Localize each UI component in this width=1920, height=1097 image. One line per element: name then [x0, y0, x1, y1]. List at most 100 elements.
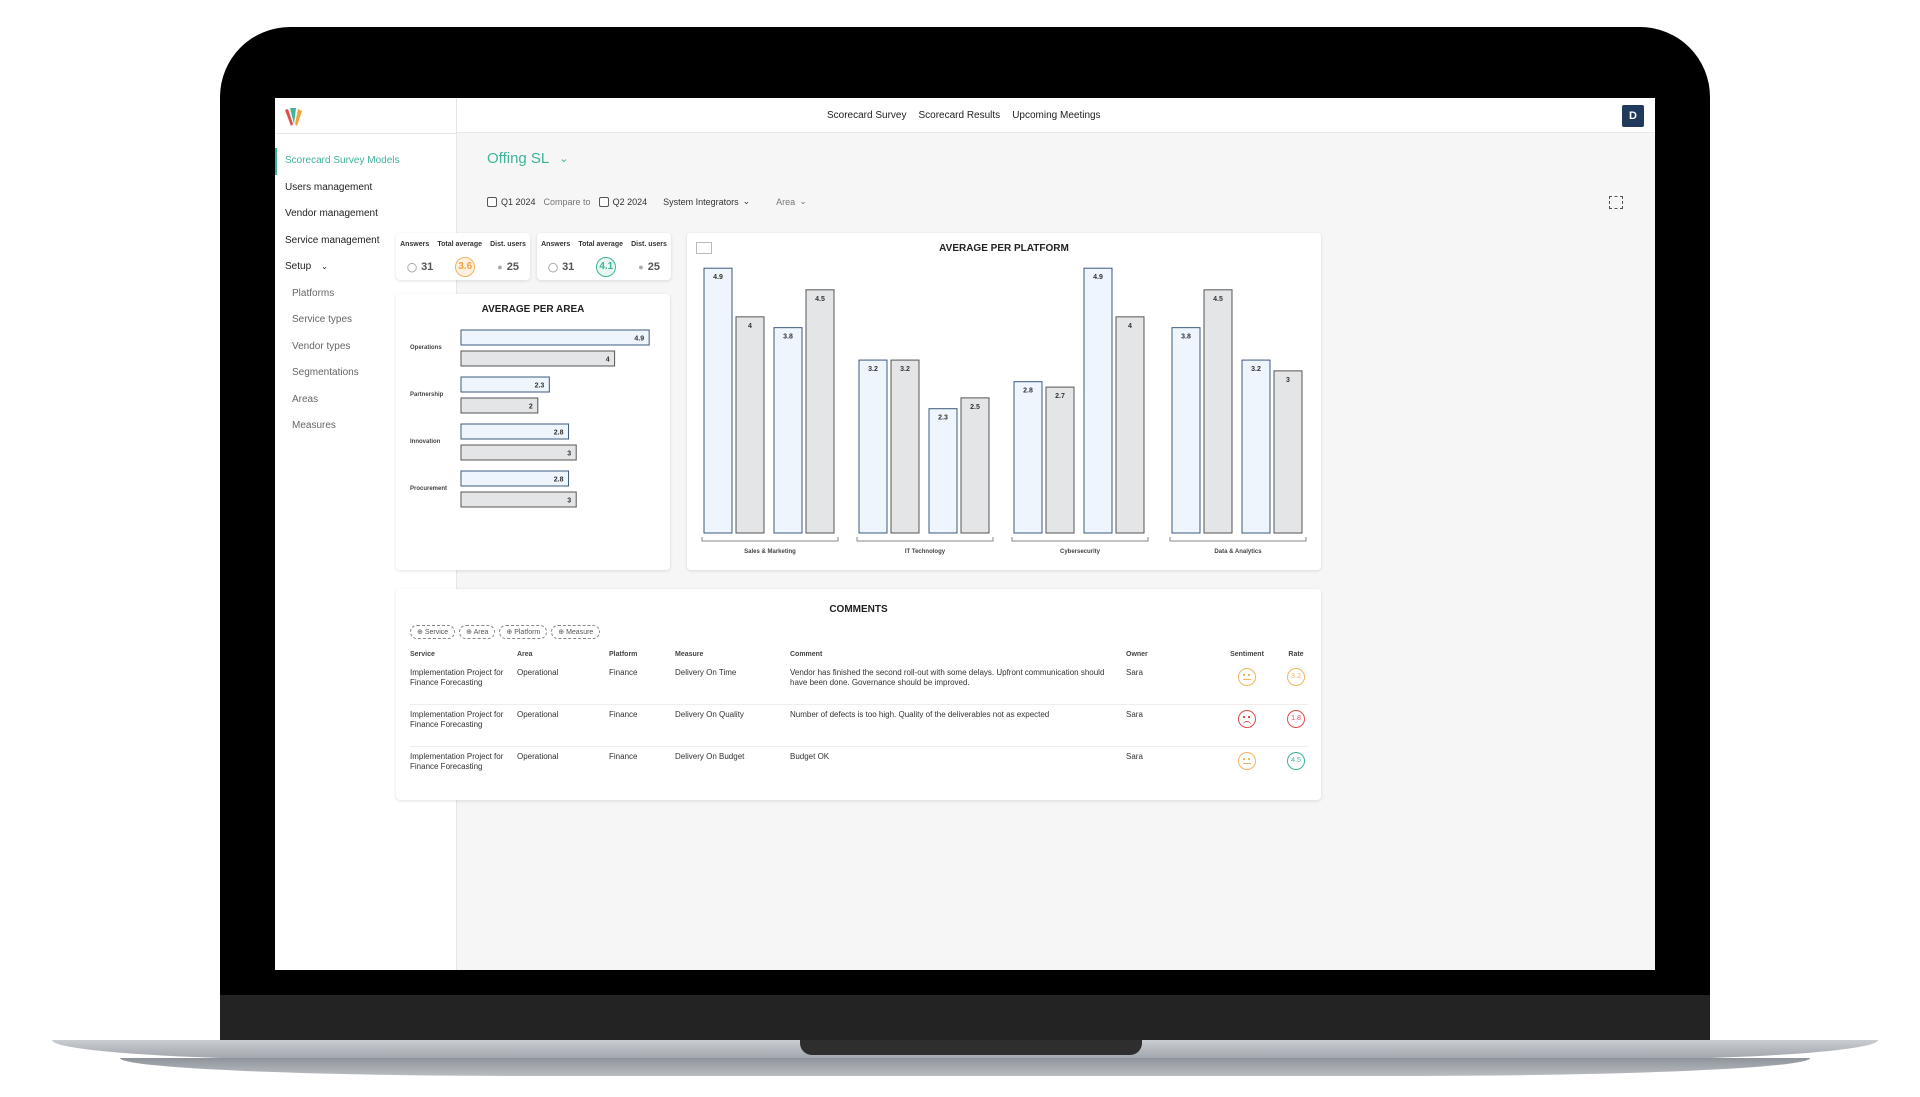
top-link-upcoming-meetings[interactable]: Upcoming Meetings — [1012, 110, 1101, 121]
rate-cell: 4.5 — [1284, 752, 1308, 789]
sidebar-item-service-management[interactable]: Service management — [285, 234, 380, 246]
top-link-scorecard-results[interactable]: Scorecard Results — [918, 110, 1001, 121]
bar[interactable] — [460, 423, 570, 440]
bar[interactable] — [460, 397, 539, 414]
sidebar-item-areas[interactable]: Areas — [292, 393, 319, 405]
bar[interactable] — [805, 289, 835, 534]
segment-select[interactable]: System Integrators ⌄ — [663, 196, 750, 207]
bar[interactable] — [1171, 327, 1201, 534]
bar[interactable] — [460, 491, 577, 508]
vendor-selector[interactable]: Offing SL ⌄ — [487, 150, 568, 167]
platform-cell: Finance — [609, 668, 638, 677]
sidebar-item-segmentations[interactable]: Segmentations — [292, 367, 359, 379]
sentiment-cell — [1210, 710, 1284, 746]
snapshot-icon[interactable] — [1609, 196, 1623, 209]
answers-value: 31 — [421, 261, 434, 273]
data-label: 4 — [748, 323, 752, 330]
comment-filter-tags: ⊕ Service ⊕ Area ⊕ Platform ⊕ Measure — [410, 625, 601, 639]
bar[interactable] — [1013, 381, 1043, 534]
chevron-down-icon: ⌄ — [742, 196, 751, 206]
bar[interactable] — [735, 316, 765, 534]
header-platform[interactable]: Platform — [609, 651, 638, 658]
rate-badge: 3.2 — [1287, 668, 1305, 686]
table-row[interactable]: Implementation Project for Finance Forec… — [410, 705, 1308, 747]
sidebar-item-vendor-types[interactable]: Vendor types — [292, 340, 351, 352]
sidebar-item-vendor-management[interactable]: Vendor management — [285, 208, 378, 220]
rate-badge: 1.8 — [1287, 710, 1305, 728]
tag-measure-label: Measure — [566, 629, 594, 636]
bar[interactable] — [460, 350, 616, 367]
sidebar-item-users-management[interactable]: Users management — [285, 181, 373, 193]
bar[interactable] — [890, 359, 920, 534]
data-label: 2.3 — [938, 415, 948, 422]
table-view-icon[interactable] — [696, 242, 712, 254]
bar[interactable] — [1115, 316, 1145, 534]
owner-cell: Sara — [1126, 668, 1143, 677]
bar[interactable] — [960, 397, 990, 534]
tag-area[interactable]: ⊕ Area — [459, 625, 496, 639]
bar[interactable] — [1273, 370, 1303, 534]
category-label: Partnership — [410, 392, 444, 398]
period-a-checkbox[interactable]: Q1 2024 — [487, 196, 536, 207]
period-b-checkbox[interactable]: Q2 2024 — [598, 196, 647, 207]
sidebar-item-measures[interactable]: Measures — [292, 420, 336, 432]
bar[interactable] — [460, 329, 650, 346]
tag-service[interactable]: ⊕ Service — [410, 625, 456, 639]
bar[interactable] — [1045, 386, 1075, 534]
data-label: 3.2 — [868, 366, 878, 373]
header-measure[interactable]: Measure — [675, 651, 704, 658]
area-cell: Operational — [517, 710, 559, 719]
tag-platform-label: Platform — [514, 629, 541, 636]
data-label: 4 — [1128, 323, 1132, 330]
category-label: Cybersecurity — [1060, 549, 1101, 555]
sidebar-item-service-types[interactable]: Service types — [292, 314, 353, 326]
data-label: 3.8 — [1181, 334, 1191, 341]
header-area[interactable]: Area — [517, 651, 533, 658]
bar[interactable] — [460, 376, 550, 393]
category-label: Operations — [410, 345, 442, 351]
bar[interactable] — [460, 444, 577, 461]
table-row[interactable]: Implementation Project for Finance Forec… — [410, 663, 1308, 705]
kpi-labels: Answers Total average Dist. users — [396, 241, 530, 248]
sidebar-item-scorecard-survey-models[interactable]: Scorecard Survey Models — [275, 148, 457, 175]
dist-users-label: Dist. users — [490, 241, 526, 248]
top-link-scorecard-survey[interactable]: Scorecard Survey — [827, 110, 907, 121]
data-label: 3.2 — [900, 366, 910, 373]
data-label: 2 — [529, 404, 533, 411]
sidebar-item-setup[interactable]: Setup ⌄ — [275, 254, 457, 281]
sidebar-item-platforms[interactable]: Platforms — [292, 287, 335, 299]
table-row[interactable]: Implementation Project for Finance Forec… — [410, 747, 1308, 789]
header-service[interactable]: Service — [410, 651, 435, 658]
header-sentiment[interactable]: Sentiment — [1230, 651, 1264, 658]
tag-platform[interactable]: ⊕ Platform — [499, 625, 548, 639]
bar[interactable] — [773, 327, 803, 534]
user-icon: ● — [638, 262, 644, 272]
header-comment[interactable]: Comment — [790, 651, 823, 658]
group-bracket — [701, 537, 839, 542]
bar[interactable] — [928, 408, 958, 534]
chart-title: AVERAGE PER PLATFORM — [939, 243, 1069, 254]
data-label: 3.8 — [783, 334, 793, 341]
header-rate[interactable]: Rate — [1288, 651, 1304, 658]
group-by-select[interactable]: Area ⌄ — [776, 196, 807, 207]
data-label: 4.9 — [634, 336, 644, 343]
app-screen: Scorecard Survey Models Users management… — [275, 98, 1655, 970]
data-label: 4.9 — [1093, 274, 1103, 281]
brand-logo[interactable] — [281, 104, 307, 130]
bar[interactable] — [460, 470, 570, 487]
kpi-card-compare: Answers Total average Dist. users ◯ 31 4.… — [537, 233, 671, 280]
group-bracket — [1169, 537, 1307, 542]
bar[interactable] — [858, 359, 888, 534]
bar[interactable] — [1083, 267, 1113, 534]
laptop-notch — [800, 1040, 1142, 1055]
chevron-down-icon: ⌄ — [321, 262, 328, 272]
bar[interactable] — [1203, 289, 1233, 534]
average-per-platform-chart: 4.9 4 3.8 4.5 Sales & Marketing 3.2 3.2 2.3 2.5 I… — [701, 267, 1307, 555]
bar[interactable] — [703, 267, 733, 534]
category-label: Sales & Marketing — [744, 549, 796, 555]
total-average-value: 3.6 — [455, 257, 476, 277]
bar[interactable] — [1241, 359, 1271, 534]
avatar[interactable]: D — [1622, 105, 1644, 127]
tag-measure[interactable]: ⊕ Measure — [551, 625, 601, 639]
header-owner[interactable]: Owner — [1126, 651, 1148, 658]
